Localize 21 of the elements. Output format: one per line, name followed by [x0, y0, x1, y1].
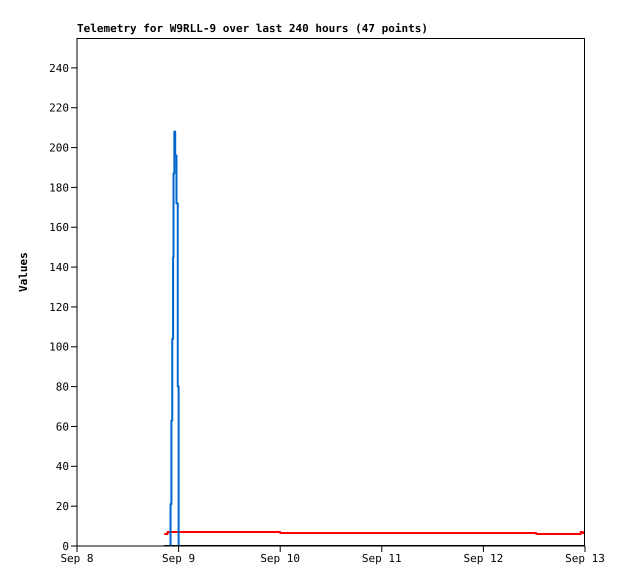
- y-tick-label: 60: [56, 420, 69, 434]
- y-tick-label: 40: [56, 460, 69, 474]
- x-tick-label: Sep 13: [565, 552, 605, 565]
- y-tick-label: 120: [49, 300, 69, 314]
- x-tick-label: Sep 9: [162, 552, 196, 565]
- y-tick-label: 180: [49, 181, 69, 194]
- x-tick-label: Sep 11: [362, 552, 402, 565]
- y-tick-label: 140: [49, 261, 69, 274]
- x-tick-label: Sep 12: [464, 552, 504, 565]
- y-tick-label: 0: [62, 540, 69, 553]
- y-tick-label: 20: [56, 500, 69, 514]
- x-tick-label: Sep 10: [260, 552, 300, 565]
- y-tick-label: 240: [49, 62, 69, 75]
- y-axis-title: Values: [16, 252, 30, 292]
- x-tick-label: Sep 8: [60, 552, 94, 565]
- chart-title: Telemetry for W9RLL-9 over last 240 hours (47 points): [77, 22, 428, 35]
- y-tick-label: 100: [49, 340, 69, 354]
- y-tick-label: 200: [49, 141, 69, 154]
- y-tick-label: 80: [56, 380, 69, 394]
- y-tick-label: 220: [49, 102, 69, 115]
- y-tick-label: 160: [49, 221, 69, 234]
